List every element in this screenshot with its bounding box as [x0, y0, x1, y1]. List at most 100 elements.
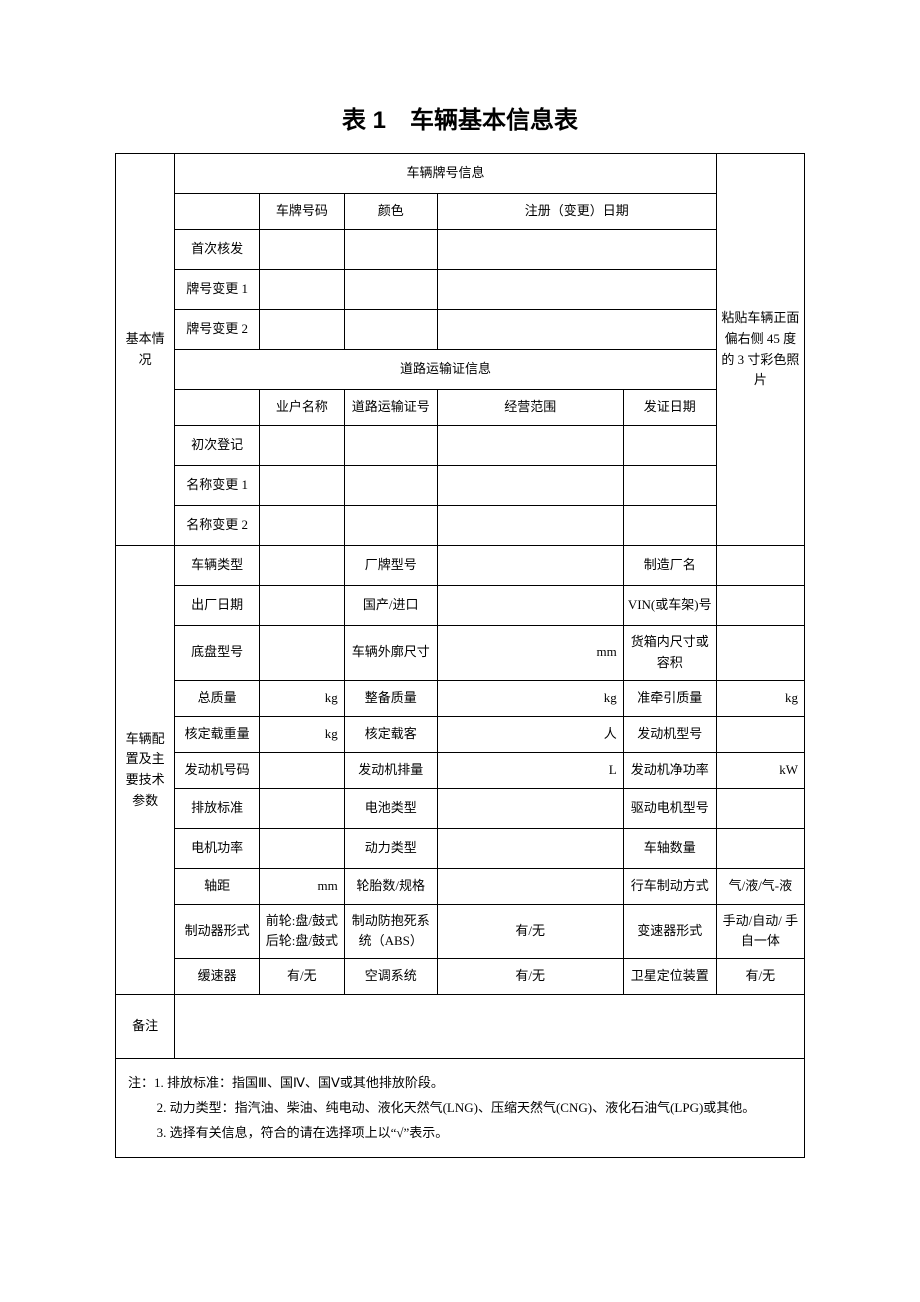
transport-chg1-certno[interactable]	[344, 466, 437, 506]
plate-col-regdate: 注册（变更）日期	[437, 194, 716, 230]
spec-r11-cv[interactable]: 有/无	[716, 959, 804, 995]
spec-r3-cv[interactable]	[716, 626, 804, 681]
spec-r11-av[interactable]: 有/无	[259, 959, 344, 995]
transport-col-certno: 道路运输证号	[344, 390, 437, 426]
spec-r11-c: 卫星定位装置	[623, 959, 716, 995]
vehicle-info-table: 基本情况 车辆牌号信息 粘贴车辆正面偏右侧 45 度的 3 寸彩色照片 车牌号码…	[115, 153, 805, 1158]
spec-r10-b: 制动防抱死系统（ABS）	[344, 904, 437, 959]
spec-r10-cv[interactable]: 手动/自动/ 手自一体	[716, 904, 804, 959]
spec-r4-a: 总质量	[175, 680, 260, 716]
spec-r1-a: 车辆类型	[175, 546, 260, 586]
spec-r5-bv[interactable]: 人	[437, 716, 623, 752]
transport-chg2-certno[interactable]	[344, 506, 437, 546]
transport-header: 道路运输证信息	[175, 350, 716, 390]
spec-r10-a: 制动器形式	[175, 904, 260, 959]
transport-col-scope: 经营范围	[437, 390, 623, 426]
spec-r1-av[interactable]	[259, 546, 344, 586]
plate-col-blank	[175, 194, 260, 230]
spec-r6-b: 发动机排量	[344, 752, 437, 788]
spec-r4-cv[interactable]: kg	[716, 680, 804, 716]
spec-r1-cv[interactable]	[716, 546, 804, 586]
plate-chg1-number[interactable]	[259, 270, 344, 310]
spec-r9-cv[interactable]: 气/液/气-液	[716, 868, 804, 904]
transport-chg2-owner[interactable]	[259, 506, 344, 546]
spec-r9-av[interactable]: mm	[259, 868, 344, 904]
spec-r5-b: 核定载客	[344, 716, 437, 752]
transport-chg1-scope[interactable]	[437, 466, 623, 506]
transport-row-chg2: 名称变更 2	[175, 506, 260, 546]
spec-r5-a: 核定载重量	[175, 716, 260, 752]
spec-r9-c: 行车制动方式	[623, 868, 716, 904]
spec-r1-c: 制造厂名	[623, 546, 716, 586]
spec-r2-bv[interactable]	[437, 586, 623, 626]
transport-chg1-owner[interactable]	[259, 466, 344, 506]
footnote-1: 注：1. 排放标准：指国Ⅲ、国Ⅳ、国Ⅴ或其他排放阶段。	[128, 1071, 792, 1096]
spec-r10-c: 变速器形式	[623, 904, 716, 959]
spec-r6-cv[interactable]: kW	[716, 752, 804, 788]
transport-chg2-date[interactable]	[623, 506, 716, 546]
plate-col-number: 车牌号码	[259, 194, 344, 230]
plate-chg1-color[interactable]	[344, 270, 437, 310]
spec-r2-b: 国产/进口	[344, 586, 437, 626]
spec-r5-av[interactable]: kg	[259, 716, 344, 752]
transport-row-first: 初次登记	[175, 426, 260, 466]
spec-r5-cv[interactable]	[716, 716, 804, 752]
spec-r2-c: VIN(或车架)号	[623, 586, 716, 626]
spec-r7-b: 电池类型	[344, 788, 437, 828]
plate-first-color[interactable]	[344, 230, 437, 270]
photo-placeholder: 粘贴车辆正面偏右侧 45 度的 3 寸彩色照片	[716, 154, 804, 546]
spec-r8-b: 动力类型	[344, 828, 437, 868]
page-title: 表 1 车辆基本信息表	[115, 100, 805, 135]
plate-chg2-color[interactable]	[344, 310, 437, 350]
plate-header: 车辆牌号信息	[175, 154, 716, 194]
spec-r8-av[interactable]	[259, 828, 344, 868]
spec-r8-cv[interactable]	[716, 828, 804, 868]
spec-r3-b: 车辆外廓尺寸	[344, 626, 437, 681]
transport-chg2-scope[interactable]	[437, 506, 623, 546]
spec-r1-bv[interactable]	[437, 546, 623, 586]
footnotes: 注：1. 排放标准：指国Ⅲ、国Ⅳ、国Ⅴ或其他排放阶段。 2. 动力类型：指汽油、…	[116, 1059, 805, 1158]
spec-r7-cv[interactable]	[716, 788, 804, 828]
spec-r11-a: 缓速器	[175, 959, 260, 995]
spec-r3-c: 货箱内尺寸或容积	[623, 626, 716, 681]
spec-r10-av[interactable]: 前轮:盘/鼓式 后轮:盘/鼓式	[259, 904, 344, 959]
spec-r2-a: 出厂日期	[175, 586, 260, 626]
plate-chg2-number[interactable]	[259, 310, 344, 350]
transport-first-scope[interactable]	[437, 426, 623, 466]
transport-col-blank	[175, 390, 260, 426]
spec-r3-av[interactable]	[259, 626, 344, 681]
plate-chg2-date[interactable]	[437, 310, 716, 350]
spec-r3-bv[interactable]: mm	[437, 626, 623, 681]
plate-col-color: 颜色	[344, 194, 437, 230]
spec-r10-bv[interactable]: 有/无	[437, 904, 623, 959]
spec-r6-c: 发动机净功率	[623, 752, 716, 788]
transport-col-owner: 业户名称	[259, 390, 344, 426]
spec-r6-av[interactable]	[259, 752, 344, 788]
plate-first-date[interactable]	[437, 230, 716, 270]
spec-r7-bv[interactable]	[437, 788, 623, 828]
spec-r4-av[interactable]: kg	[259, 680, 344, 716]
spec-r7-av[interactable]	[259, 788, 344, 828]
spec-r4-bv[interactable]: kg	[437, 680, 623, 716]
spec-r2-cv[interactable]	[716, 586, 804, 626]
remark-value[interactable]	[175, 995, 805, 1059]
spec-r8-c: 车轴数量	[623, 828, 716, 868]
spec-r6-a: 发动机号码	[175, 752, 260, 788]
spec-r11-bv[interactable]: 有/无	[437, 959, 623, 995]
plate-chg1-date[interactable]	[437, 270, 716, 310]
transport-chg1-date[interactable]	[623, 466, 716, 506]
transport-first-owner[interactable]	[259, 426, 344, 466]
spec-r7-a: 排放标准	[175, 788, 260, 828]
spec-r6-bv[interactable]: L	[437, 752, 623, 788]
spec-r9-a: 轴距	[175, 868, 260, 904]
spec-r3-a: 底盘型号	[175, 626, 260, 681]
transport-first-certno[interactable]	[344, 426, 437, 466]
spec-r9-bv[interactable]	[437, 868, 623, 904]
spec-r2-av[interactable]	[259, 586, 344, 626]
plate-first-number[interactable]	[259, 230, 344, 270]
transport-row-chg1: 名称变更 1	[175, 466, 260, 506]
transport-first-date[interactable]	[623, 426, 716, 466]
spec-r8-a: 电机功率	[175, 828, 260, 868]
spec-r8-bv[interactable]	[437, 828, 623, 868]
section-spec: 车辆配置及主要技术参数	[116, 546, 175, 995]
